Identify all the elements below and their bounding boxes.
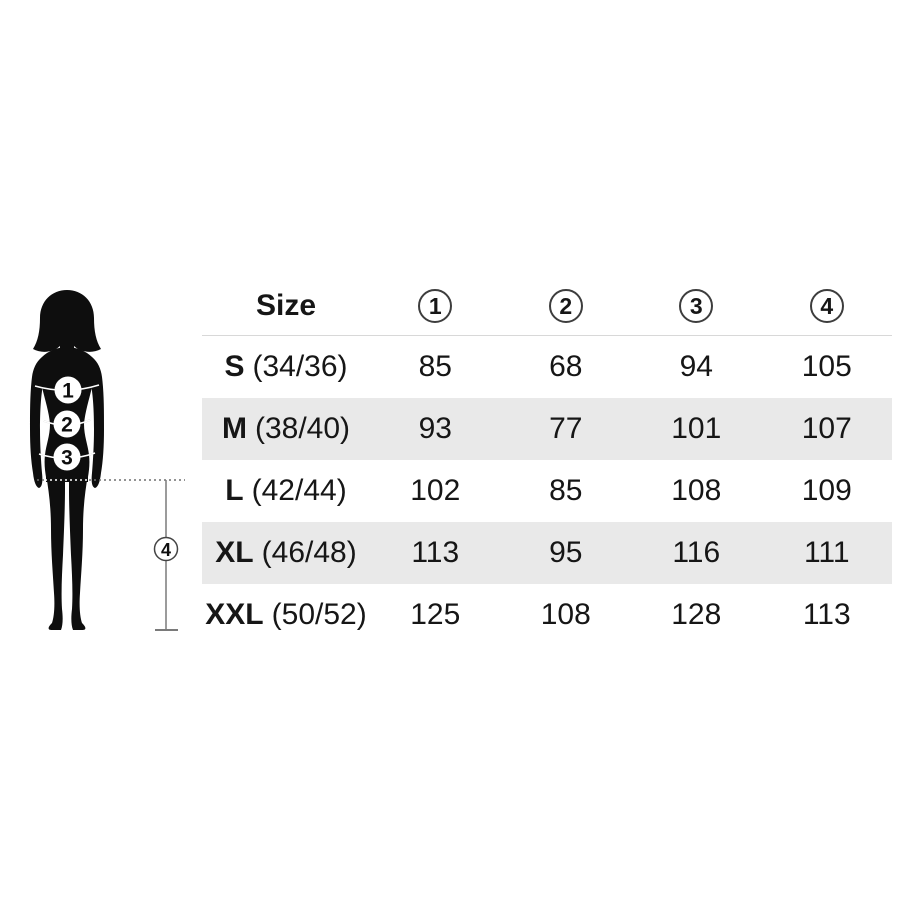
value-cell: 101 xyxy=(671,412,722,445)
size-table: Size 1 2 3 4 S (34/36) 85 68 94 105 M (38/… xyxy=(202,277,892,646)
measure-column-header-3: 3 xyxy=(631,289,762,323)
size-range: (46/48) xyxy=(261,536,357,569)
value-cell: 111 xyxy=(803,536,850,569)
table-header-row: Size 1 2 3 4 xyxy=(202,277,892,335)
value-cell: 107 xyxy=(801,412,852,445)
marker-bust: 1 xyxy=(54,376,82,404)
marker-length-label: 4 xyxy=(161,540,171,560)
table-row-xxl: XXL (50/52) 125 108 128 113 xyxy=(202,584,892,646)
value-cell: 102 xyxy=(410,474,461,507)
size-range: (50/52) xyxy=(271,598,367,631)
circled-4-icon: 4 xyxy=(809,289,844,323)
value-cell: 93 xyxy=(418,412,452,445)
table-row-m: M (38/40) 93 77 101 107 xyxy=(202,398,892,460)
value-cell: 116 xyxy=(672,536,721,569)
circled-1-icon: 1 xyxy=(418,289,453,323)
circled-2-icon: 2 xyxy=(548,289,583,323)
measure-column-header-1: 1 xyxy=(370,289,501,323)
size-code: L xyxy=(225,474,244,507)
size-cell: XL (46/48) xyxy=(202,536,370,570)
table-row-l: L (42/44) 102 85 108 109 xyxy=(202,460,892,522)
value-cell: 125 xyxy=(410,598,461,631)
measurement-diagram: 1 2 3 4 xyxy=(8,283,188,643)
value-cell: 113 xyxy=(411,536,460,569)
marker-waist-label: 2 xyxy=(61,414,73,437)
size-code: XXL xyxy=(205,598,264,631)
size-range: (38/40) xyxy=(254,412,351,445)
size-code: XL xyxy=(215,536,254,569)
value-cell: 94 xyxy=(679,350,713,383)
value-cell: 85 xyxy=(418,350,452,383)
size-cell: S (34/36) xyxy=(202,350,370,384)
marker-bust-label: 1 xyxy=(62,380,74,403)
value-cell: 77 xyxy=(549,412,583,445)
size-range: (42/44) xyxy=(251,474,347,507)
value-cell: 108 xyxy=(671,474,722,507)
size-cell: L (42/44) xyxy=(202,474,370,508)
value-cell: 109 xyxy=(801,474,852,507)
size-code: S xyxy=(224,350,245,383)
measure-column-header-2: 2 xyxy=(501,289,632,323)
size-code: M xyxy=(221,412,247,445)
value-cell: 105 xyxy=(801,350,852,383)
value-cell: 113 xyxy=(802,598,851,631)
measure-column-header-4: 4 xyxy=(762,289,893,323)
marker-length: 4 xyxy=(153,536,179,562)
table-row-xl: XL (46/48) 113 95 116 111 xyxy=(202,522,892,584)
value-cell: 108 xyxy=(540,598,591,631)
value-cell: 68 xyxy=(549,350,583,383)
value-cell: 85 xyxy=(549,474,583,507)
value-cell: 95 xyxy=(549,536,583,569)
size-cell: M (38/40) xyxy=(202,412,370,446)
circled-3-icon: 3 xyxy=(679,289,714,323)
table-row-s: S (34/36) 85 68 94 105 xyxy=(202,336,892,398)
value-cell: 128 xyxy=(671,598,722,631)
marker-waist: 2 xyxy=(53,410,81,438)
table-body: S (34/36) 85 68 94 105 M (38/40) 93 77 101… xyxy=(202,335,892,646)
size-column-header: Size xyxy=(255,289,317,322)
woman-silhouette-icon: 1 2 3 4 xyxy=(30,290,185,631)
size-range: (34/36) xyxy=(252,350,348,383)
size-cell: XXL (50/52) xyxy=(202,598,370,632)
marker-hip: 3 xyxy=(53,443,81,471)
marker-hip-label: 3 xyxy=(61,447,73,470)
